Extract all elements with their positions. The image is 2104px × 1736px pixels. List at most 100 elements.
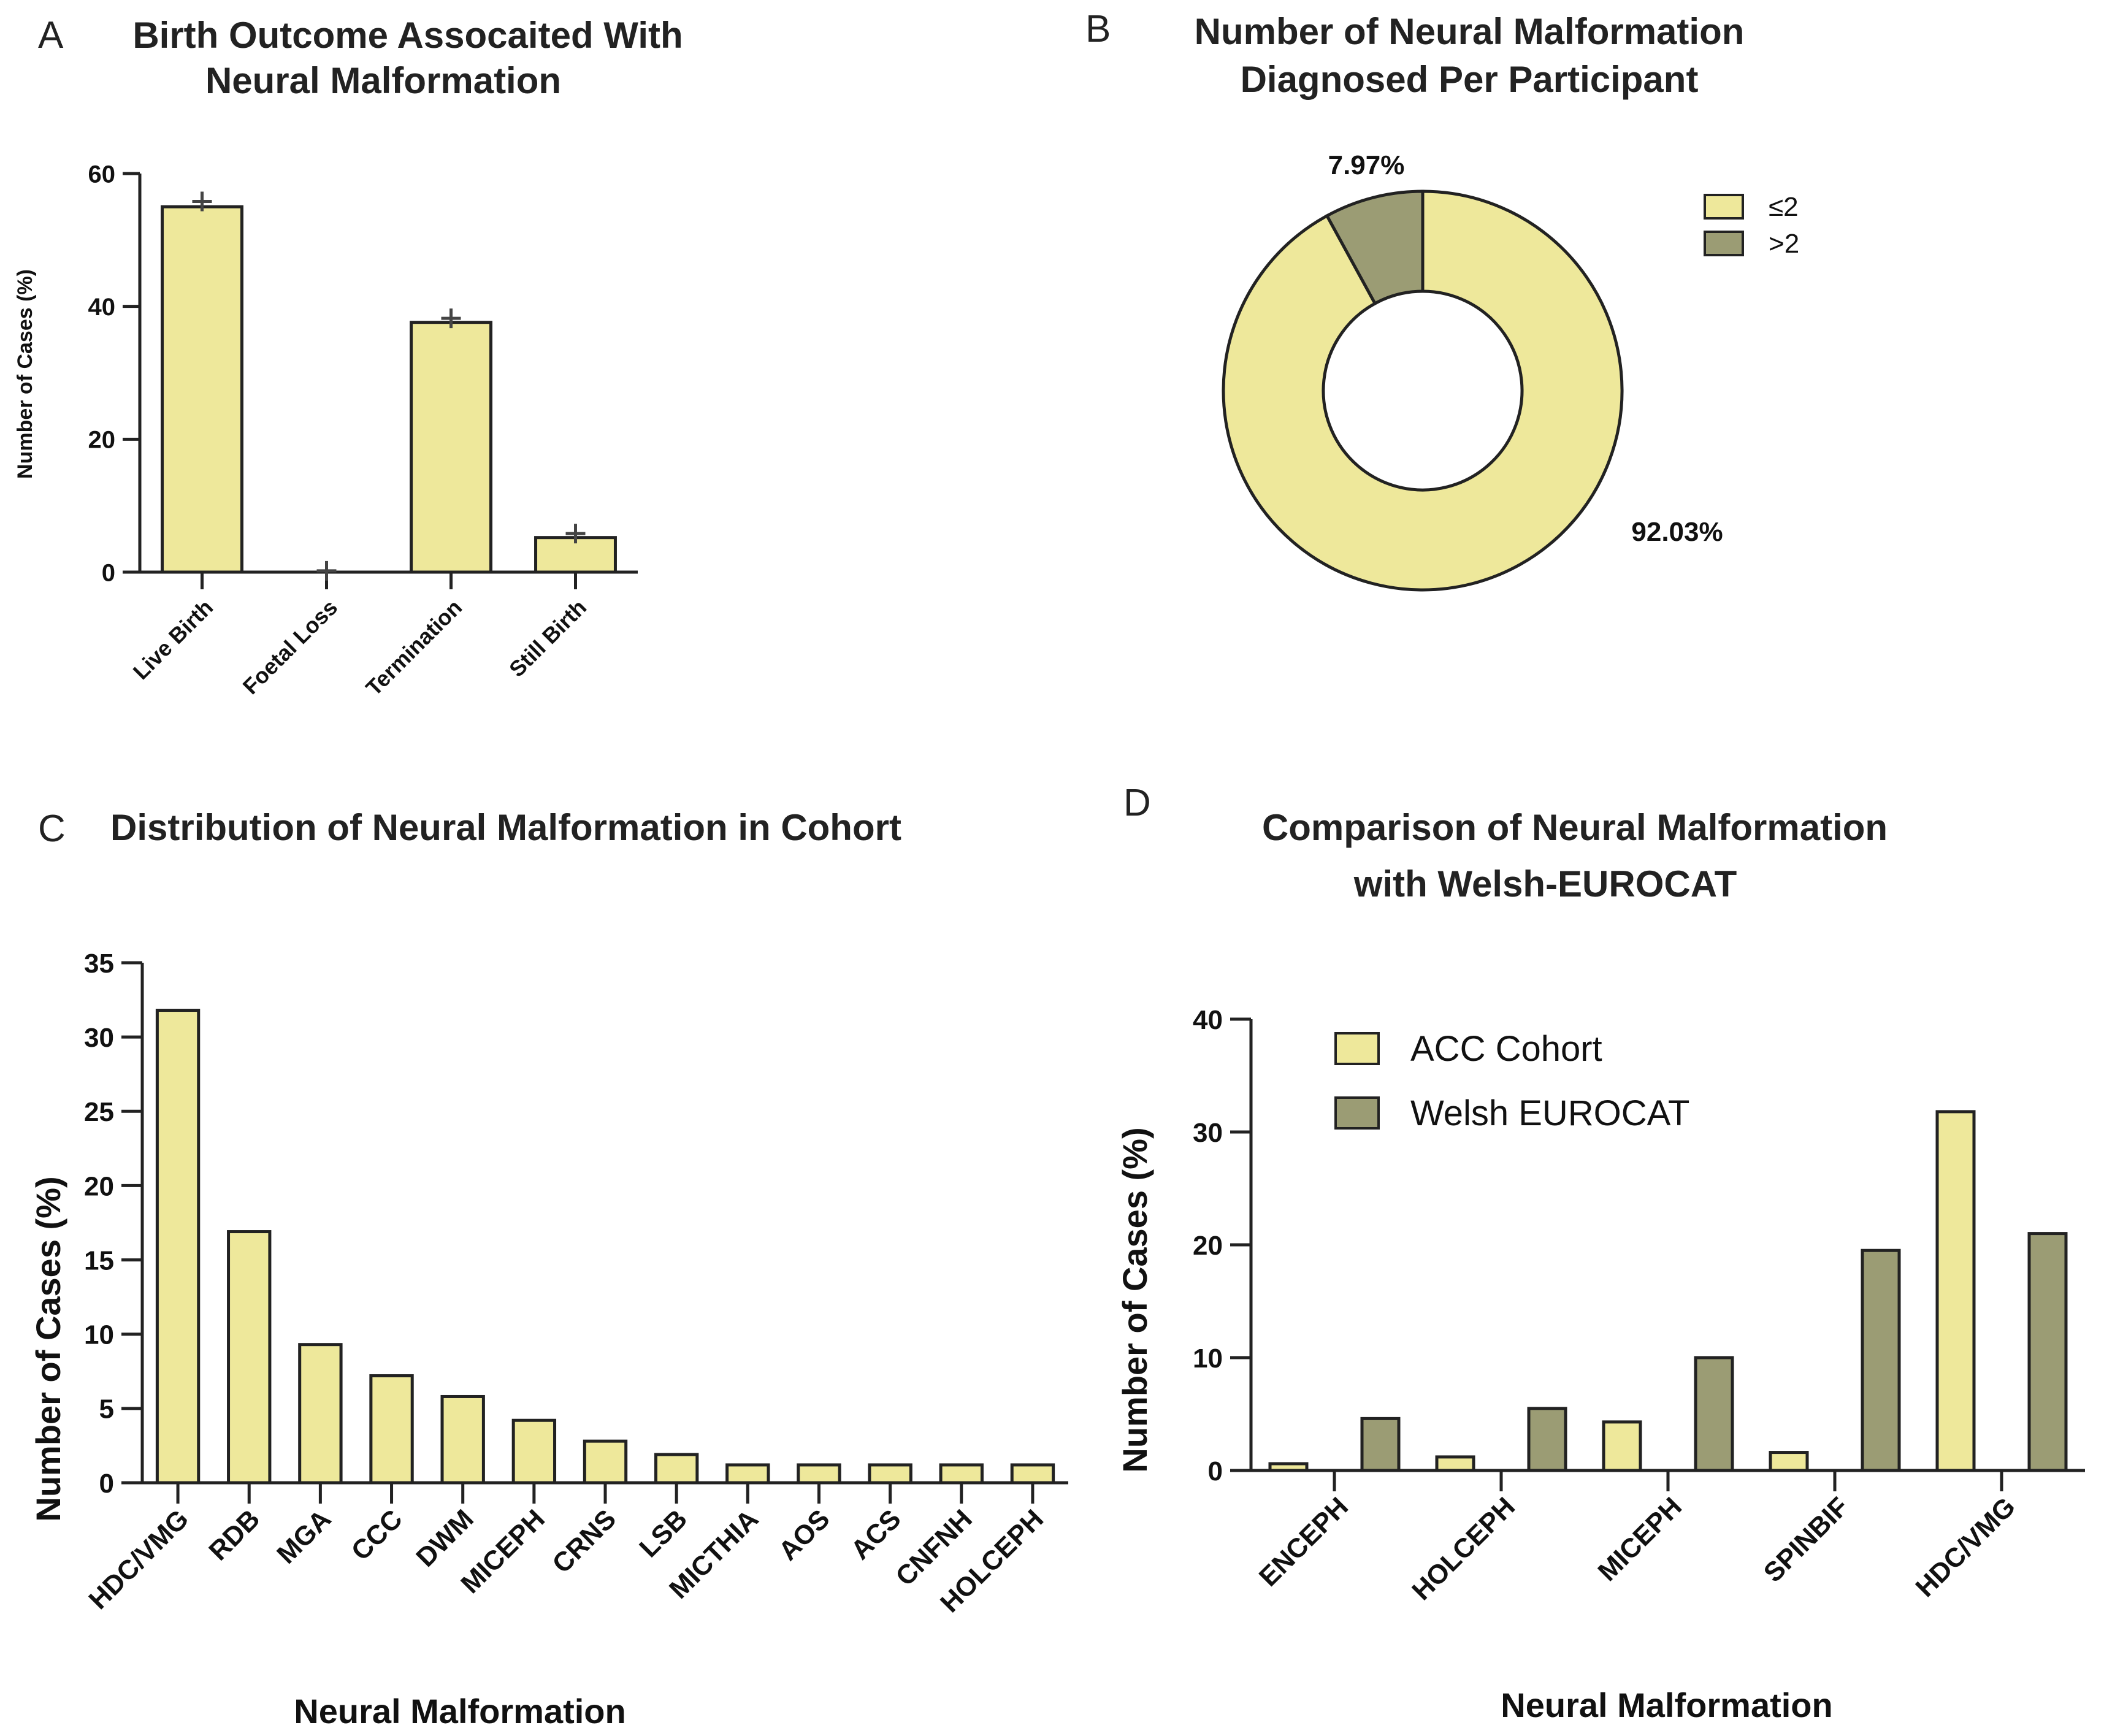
panel-c-xtick-label-mga: MGA	[271, 1504, 337, 1569]
panel-b-slice-le2	[1222, 189, 1624, 592]
panel-a-ylabel: Number of Cases (%)	[13, 269, 37, 479]
legend-label-gt2: >2	[1769, 229, 1799, 259]
panel-c-bar-acs	[868, 1463, 912, 1485]
panel-c-title: Distribution of Neural Malformation in C…	[110, 807, 901, 848]
panel-c-letter: C	[38, 808, 66, 850]
panel-c: C Distribution of Neural Malformation in…	[29, 807, 1068, 1730]
panel-a-marker-termination	[441, 308, 461, 329]
panel-c-ytick-label-30: 30	[84, 1023, 114, 1053]
panel-d-title-line2: with Welsh-EUROCAT	[1353, 863, 1737, 904]
panel-c-xtick-label-ccc: CCC	[346, 1504, 408, 1566]
panel-c-bar-lsb	[654, 1453, 699, 1485]
panel-c-xlabel: Neural Malformation	[294, 1692, 625, 1730]
panel-d-title-line1: Comparison of Neural Malformation	[1262, 807, 1888, 848]
legend-swatch-le2	[1704, 194, 1744, 220]
panel-b-label-gt2: 7.97%	[1328, 150, 1405, 180]
panel-d-bar-acc-cohort-spinbif	[1769, 1451, 1809, 1472]
panel-d-bar-welsh-eurocat-miceph	[1694, 1356, 1734, 1472]
panel-d: D Comparison of Neural Malformation with…	[1115, 782, 2085, 1724]
panel-c-xtick-label-lsb: LSB	[633, 1504, 693, 1563]
panel-a-marker-still-birth	[565, 524, 586, 544]
panel-a: A Birth Outcome Assocaited With Neural M…	[13, 14, 683, 700]
panel-c-ytick-label-5: 5	[99, 1394, 114, 1424]
panel-c-xtick-label-aos: AOS	[773, 1504, 835, 1566]
panel-d-ytick-label-10: 10	[1193, 1344, 1223, 1374]
panel-c-xtick-label-acs: ACS	[845, 1504, 906, 1565]
panel-b-title-line1: Number of Neural Malformation	[1195, 11, 1745, 52]
panel-a-bar-still-birth	[534, 536, 617, 574]
panel-a-xtick-label-termination: Termination	[361, 595, 467, 701]
panel-d-ytick-label-20: 20	[1193, 1231, 1223, 1261]
panel-c-bar-rdb	[227, 1230, 272, 1485]
panel-d-bar-welsh-eurocat-spinbif	[1861, 1248, 1901, 1472]
panel-d-bar-acc-cohort-holceph	[1435, 1455, 1475, 1472]
panel-a-plot: 0 20 40 60 Live Birth Foetal Loss Termination S…	[88, 161, 638, 700]
panel-d-ytick-label-30: 30	[1193, 1118, 1223, 1148]
panel-c-bar-hdc-vmg	[155, 1009, 201, 1485]
panel-d-xtick-label-miceph: MICEPH	[1592, 1491, 1688, 1587]
panel-b-label-le2: 92.03%	[1631, 517, 1723, 547]
panel-c-xtick-label-crns: CRNS	[546, 1504, 622, 1579]
panel-c-bar-cnfnh	[939, 1463, 984, 1485]
panel-d-bar-welsh-eurocat-hdc-vmg	[2027, 1232, 2068, 1472]
panel-c-bar-crns	[583, 1439, 628, 1485]
panel-b-letter: B	[1085, 8, 1111, 50]
panel-d-bar-acc-cohort-miceph	[1602, 1420, 1642, 1472]
panel-c-bar-ccc	[369, 1374, 414, 1485]
panel-a-bar-live-birth	[161, 205, 243, 574]
panel-d-ylabel: Number of Cases (%)	[1115, 1127, 1154, 1472]
panel-c-bar-micthia	[725, 1463, 770, 1485]
panel-c-ytick-label-20: 20	[84, 1171, 114, 1201]
panel-d-bar-welsh-eurocat-enceph	[1360, 1417, 1401, 1472]
panel-b-slice-gt2	[1325, 189, 1425, 306]
panel-d-xlabel: Neural Malformation	[1501, 1686, 1832, 1724]
panel-a-bar-termination	[410, 321, 492, 574]
panel-c-xtick-label-dwm: DWM	[410, 1504, 479, 1572]
panel-c-xtick-label-hdc-vmg: HDC/VMG	[83, 1504, 195, 1615]
panel-b: B Number of Neural Malformation Diagnose…	[1085, 8, 1799, 592]
panel-a-ytick-label-0: 0	[102, 559, 115, 586]
panel-a-xtick-label-still-birth: Still Birth	[504, 595, 591, 682]
panel-a-xtick-label-foetal-loss: Foetal Loss	[238, 595, 342, 699]
legend-swatch-acc-cohort	[1334, 1032, 1380, 1065]
panel-c-bar-aos	[797, 1463, 841, 1485]
panel-b-plot: 92.03% 7.97%	[1222, 150, 1723, 592]
panel-a-ytick-label-60: 60	[88, 161, 116, 188]
panel-c-ytick-label-0: 0	[99, 1469, 114, 1499]
panel-c-bar-miceph	[511, 1418, 557, 1485]
panel-a-ytick-label-40: 40	[88, 294, 116, 321]
panel-a-title-line2: Neural Malformation	[205, 60, 561, 101]
panel-d-bar-welsh-eurocat-holceph	[1527, 1407, 1567, 1472]
panel-a-letter: A	[38, 14, 64, 56]
panel-c-ylabel: Number of Cases (%)	[29, 1176, 67, 1521]
panel-a-xtick-label-live-birth: Live Birth	[128, 595, 218, 684]
legend-label-acc-cohort: ACC Cohort	[1410, 1029, 1602, 1069]
panel-d-bar-acc-cohort-hdc-vmg	[1935, 1110, 1976, 1472]
panel-a-marker-foetal-loss	[316, 560, 337, 581]
panel-c-bar-mga	[298, 1343, 343, 1485]
panel-c-ytick-label-10: 10	[84, 1320, 114, 1350]
panel-d-xtick-label-spinbif: SPINBIF	[1758, 1491, 1854, 1588]
panel-c-ytick-label-35: 35	[84, 949, 114, 979]
legend-swatch-gt2	[1704, 231, 1744, 256]
panel-b-title-line2: Diagnosed Per Participant	[1241, 59, 1699, 100]
panel-d-ytick-label-40: 40	[1193, 1005, 1223, 1035]
panel-c-ytick-label-25: 25	[84, 1097, 114, 1127]
panel-d-xtick-label-enceph: ENCEPH	[1253, 1491, 1354, 1592]
panel-d-xtick-label-hdc-vmg: HDC/VMG	[1910, 1491, 2021, 1603]
legend-label-le2: ≤2	[1769, 192, 1799, 222]
panel-d-letter: D	[1123, 782, 1151, 824]
panel-d-xtick-label-holceph: HOLCEPH	[1406, 1491, 1521, 1606]
legend-label-welsh-eurocat: Welsh EUROCAT	[1410, 1093, 1689, 1133]
panel-c-bar-holceph	[1010, 1463, 1055, 1485]
panel-c-xtick-label-rdb: RDB	[203, 1504, 266, 1566]
legend-swatch-welsh-eurocat	[1334, 1096, 1380, 1130]
panel-a-ytick-label-20: 20	[88, 427, 116, 454]
panel-d-ytick-label-0: 0	[1208, 1456, 1223, 1486]
panel-d-bar-acc-cohort-enceph	[1268, 1462, 1309, 1472]
panel-c-ytick-label-15: 15	[84, 1245, 114, 1275]
panel-c-bar-dwm	[440, 1394, 485, 1485]
panel-a-title-line1: Birth Outcome Assocaited With	[132, 15, 683, 56]
